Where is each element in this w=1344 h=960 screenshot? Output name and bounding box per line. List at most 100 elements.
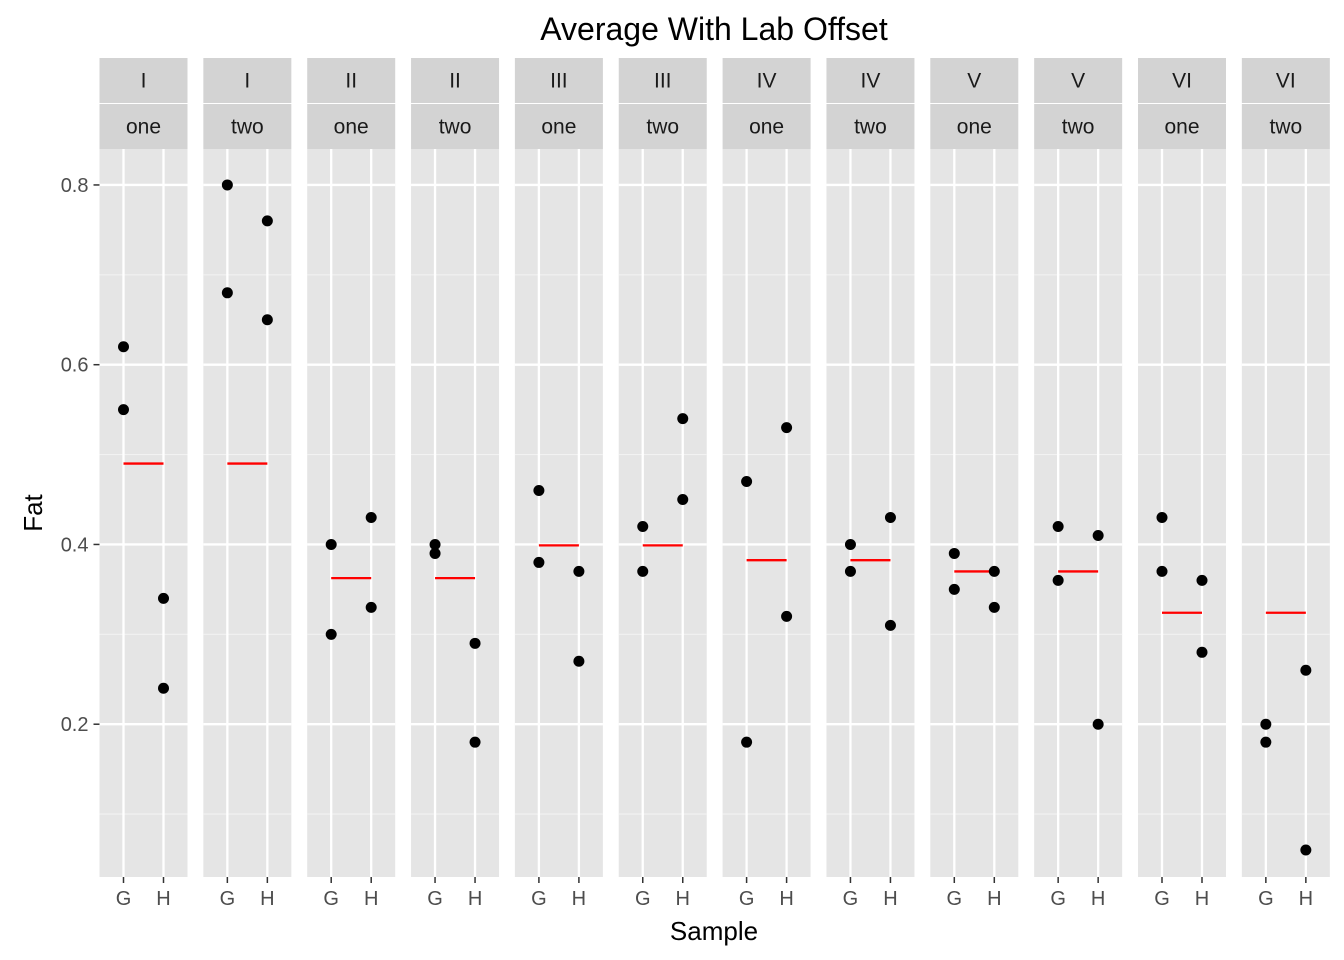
panel-background <box>411 149 500 877</box>
data-point <box>261 215 273 227</box>
data-point <box>158 592 169 604</box>
strip-label-lab: VI <box>1276 70 1296 93</box>
data-point <box>325 628 337 640</box>
data-point <box>1052 574 1064 586</box>
strip-label-sample: two <box>231 116 264 139</box>
strip-label-sample: one <box>1164 116 1199 139</box>
data-point <box>469 637 481 649</box>
y-tick-label: 0.2 <box>61 714 89 736</box>
data-point <box>1260 718 1272 730</box>
x-tick-label: H <box>156 888 170 910</box>
panel-background <box>307 149 396 877</box>
data-point <box>533 556 545 568</box>
panel-background <box>514 149 603 877</box>
data-point <box>781 610 793 622</box>
facet-panel: II two G H <box>411 58 500 910</box>
data-point <box>677 494 689 506</box>
panel-background <box>826 149 915 877</box>
data-point <box>988 565 1000 577</box>
strip-sample-bg <box>99 104 188 149</box>
strip-sample-bg <box>930 104 1019 149</box>
y-axis-title: Fat <box>18 493 48 531</box>
x-axis-title: Sample <box>670 916 758 946</box>
x-tick-label: G <box>323 888 339 910</box>
strip-label-lab: V <box>1071 70 1085 93</box>
data-point <box>637 520 649 532</box>
strip-label-lab: II <box>345 70 357 93</box>
strip-lab-bg <box>618 58 707 103</box>
strip-label-lab: VI <box>1172 70 1192 93</box>
strip-label-lab: III <box>654 70 672 93</box>
data-point <box>948 547 960 559</box>
strip-lab-bg <box>930 58 1019 103</box>
strip-lab-bg <box>1241 58 1330 103</box>
strip-label-sample: two <box>854 116 887 139</box>
strip-label-lab: IV <box>757 70 777 93</box>
x-tick-label: G <box>843 888 859 910</box>
x-tick-label: G <box>739 888 755 910</box>
strip-sample-bg <box>1241 104 1330 149</box>
data-point <box>1156 511 1168 523</box>
panel-background <box>99 149 188 877</box>
data-point <box>988 601 1000 613</box>
data-point <box>1300 844 1312 856</box>
data-point <box>1260 736 1272 748</box>
data-point <box>781 422 793 434</box>
panel-background <box>1241 149 1330 877</box>
strip-sample-bg <box>307 104 396 149</box>
x-tick-label: H <box>260 888 274 910</box>
data-point <box>948 583 960 595</box>
strip-lab-bg <box>411 58 500 103</box>
x-tick-label: H <box>779 888 793 910</box>
x-tick-label: H <box>987 888 1001 910</box>
y-tick-label: 0.4 <box>61 534 89 556</box>
x-tick-label: H <box>1299 888 1313 910</box>
strip-sample-bg <box>722 104 811 149</box>
strip-label-sample: one <box>541 116 576 139</box>
strip-lab-bg <box>826 58 915 103</box>
x-tick-label: H <box>468 888 482 910</box>
panel-background <box>930 149 1019 877</box>
data-point <box>573 655 585 667</box>
facet-panel: VI one G H <box>1138 58 1226 910</box>
data-point <box>637 565 649 577</box>
data-point <box>1092 718 1104 730</box>
strip-sample-bg <box>618 104 707 149</box>
facet-panel: IV one G H <box>722 58 811 910</box>
strip-lab-bg <box>514 58 603 103</box>
strip-lab-bg <box>203 58 292 103</box>
strip-sample-bg <box>1034 104 1123 149</box>
panel-background <box>1034 149 1123 877</box>
x-tick-label: H <box>1195 888 1209 910</box>
x-tick-label: G <box>1154 888 1170 910</box>
data-point <box>741 476 753 488</box>
y-tick-label: 0.8 <box>61 175 89 197</box>
data-point <box>844 565 856 577</box>
data-point <box>533 485 545 497</box>
data-point <box>221 287 233 299</box>
x-tick-label: G <box>635 888 651 910</box>
data-point <box>118 341 129 353</box>
data-point <box>429 538 441 550</box>
x-tick-label: G <box>116 888 132 910</box>
panel-background <box>203 149 292 877</box>
data-point <box>844 538 856 550</box>
data-point <box>677 413 689 425</box>
chart-title: Average With Lab Offset <box>540 11 888 47</box>
data-point <box>118 404 129 416</box>
data-point <box>573 565 585 577</box>
data-point <box>1156 565 1168 577</box>
strip-label-sample: two <box>1270 116 1303 139</box>
strip-sample-bg <box>1138 104 1226 149</box>
data-point <box>365 601 377 613</box>
data-point <box>1196 574 1208 586</box>
x-tick-label: G <box>1050 888 1066 910</box>
x-tick-label: G <box>531 888 547 910</box>
data-point <box>884 511 896 523</box>
data-point <box>221 179 233 191</box>
